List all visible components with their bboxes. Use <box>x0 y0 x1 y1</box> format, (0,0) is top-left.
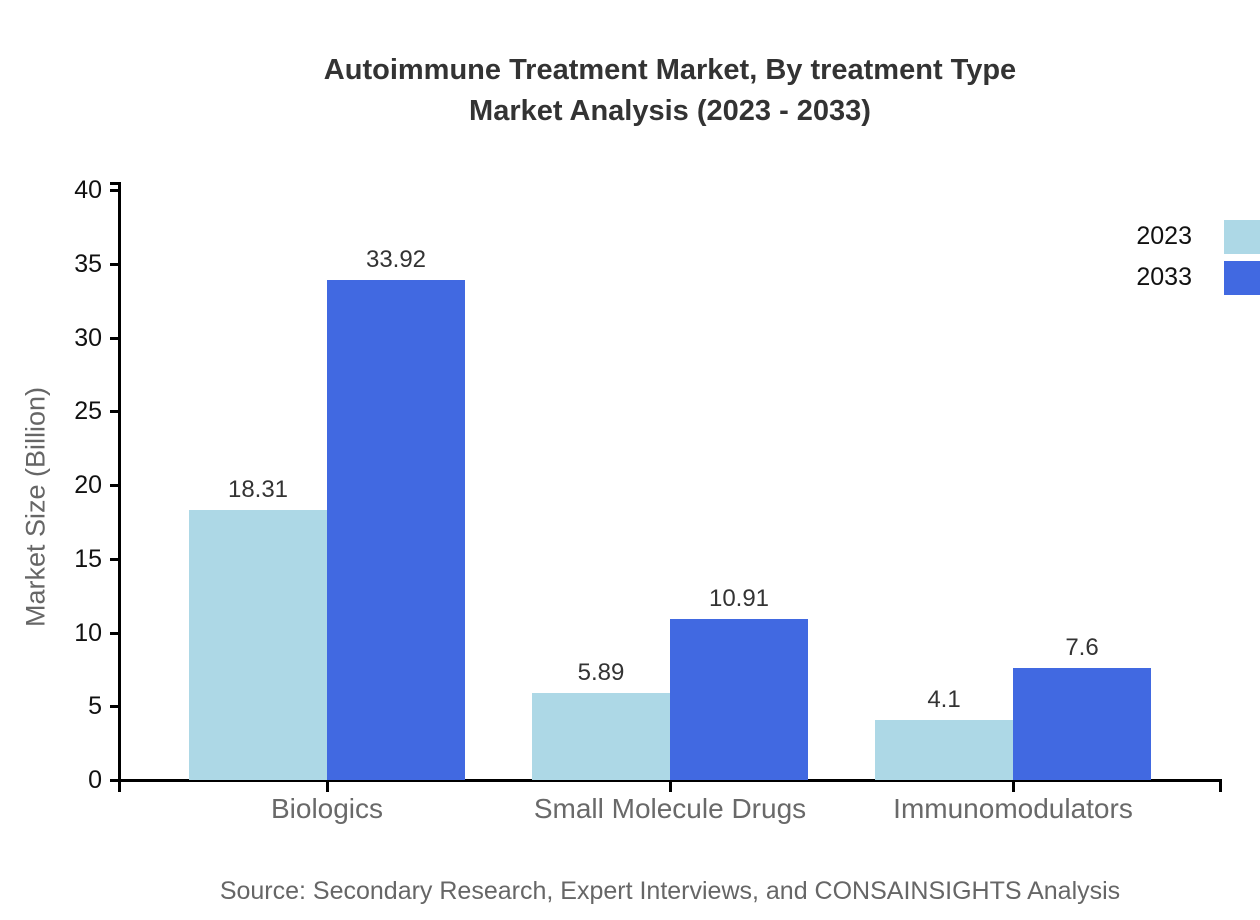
bar-value-label: 18.31 <box>227 475 289 503</box>
y-tick-mark <box>110 336 118 340</box>
legend-label-2033: 2033 <box>1136 263 1192 291</box>
bar-value-label: 7.6 <box>1065 633 1099 661</box>
bar-value-label: 33.92 <box>365 245 427 273</box>
bar-value-label: 10.91 <box>708 585 770 613</box>
bar-value-label: 5.89 <box>577 659 625 687</box>
legend-label-2023: 2023 <box>1136 222 1192 250</box>
y-tick-mark <box>110 410 118 414</box>
y-tick-mark <box>110 779 118 782</box>
y-tick-label: 0 <box>88 766 102 794</box>
y-tick-label: 5 <box>88 692 102 721</box>
bar-2033-immunomodulators <box>1013 667 1151 780</box>
y-tick-label: 10 <box>74 618 102 647</box>
legend-item-2033: 2033 <box>1136 257 1260 298</box>
y-tick-label: 15 <box>74 544 102 573</box>
x-category-label: Biologics <box>270 793 384 824</box>
x-category-label: Small Molecule Drugs <box>533 793 807 824</box>
y-tick-label: 20 <box>74 471 102 499</box>
y-tick-mark <box>110 484 118 487</box>
legend-swatch-2033 <box>1224 260 1260 295</box>
chart-title-line1: Autoimmune Treatment Market, By treatmen… <box>323 54 1017 86</box>
legend: 2023 2033 <box>1136 216 1260 298</box>
y-tick-mark <box>110 189 118 192</box>
y-tick-mark <box>110 262 118 266</box>
x-tick-mark <box>326 779 329 792</box>
x-tick-mark <box>1012 779 1015 792</box>
bar-2023-small-molecule-drugs <box>532 693 670 780</box>
y-axis-line <box>118 182 121 792</box>
legend-item-2023: 2023 <box>1136 216 1260 257</box>
x-tick-mark <box>669 779 672 792</box>
chart-title: Autoimmune Treatment Market, By treatmen… <box>80 50 1260 132</box>
chart-title-line2: Market Analysis (2023 - 2033) <box>469 95 871 127</box>
y-tick-label: 40 <box>74 176 102 204</box>
y-tick-mark <box>110 557 118 561</box>
y-tick-label: 30 <box>74 323 102 352</box>
y-axis-top-cap <box>110 182 118 185</box>
legend-swatch-2023 <box>1224 219 1260 254</box>
bar-2023-immunomodulators <box>875 719 1013 780</box>
y-tick-mark <box>110 705 118 709</box>
y-tick-label: 25 <box>74 397 102 426</box>
source-attribution: Source: Secondary Research, Expert Inter… <box>219 877 1121 905</box>
x-axis-right-cap <box>1219 779 1222 792</box>
bar-2033-small-molecule-drugs <box>670 619 808 780</box>
bar-value-label: 4.1 <box>927 685 961 713</box>
bar-2033-biologics <box>327 279 465 780</box>
y-tick-label: 35 <box>74 249 102 278</box>
x-category-label: Immunomodulators <box>893 793 1133 824</box>
bar-2023-biologics <box>189 509 327 780</box>
y-tick-mark <box>110 631 118 635</box>
